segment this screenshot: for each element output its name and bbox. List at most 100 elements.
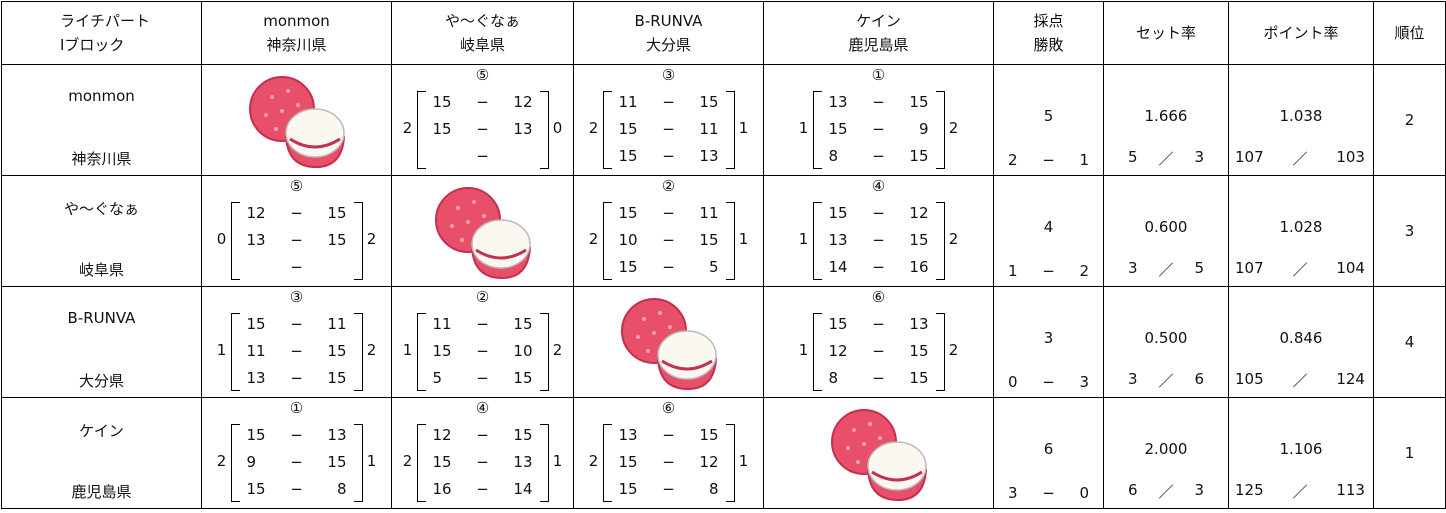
set-score-a: 13 [246,231,266,249]
set-score-b: 16 [909,258,929,276]
match-label: ③ [289,288,304,306]
sets-right: 1 [738,119,749,137]
set-score-a: 15 [828,204,848,222]
match-box: 1 2 11 − 15 15 − 10 5 − 15 [403,309,563,393]
set-dash: − [476,369,489,387]
set-row: 11 − 15 [241,338,353,364]
self-cell [201,64,392,176]
match-box: 1 2 15−12 13−15 14−16 [799,198,959,282]
set-score-b: 15 [513,426,533,444]
set-rate: 2.000 [1144,440,1188,458]
score-cell: 5 2 − 1 [993,64,1104,176]
set-row: 13 − 15 [823,227,935,253]
team-header: B-RUNVA 大分県 [573,1,764,65]
score-header-text: 勝敗 [1033,36,1064,54]
bracket-right [353,202,363,280]
set-count-part: ／ [1158,372,1174,390]
set-counts: 3 ／ 5 [1128,259,1204,280]
set-score-b: 15 [513,369,533,387]
team-row: や～ぐなぁ 岐阜県 ⑤ 0 2 12−15 13−15− ② 2 1 15−11 10−15 15−5 ④… [1,175,1446,287]
bracket-right [725,91,735,169]
set-score-b: 15 [327,204,347,222]
sets-left: 2 [402,119,413,137]
match-label: ① [289,399,304,417]
match-label: ⑤ [475,66,490,84]
match-label: ② [475,288,490,306]
set-dash: − [872,258,885,276]
set-row: 13 − 15 [241,227,353,253]
match-cell: ① 1 2 13 − 15 15 − 9 8 − 15 [763,64,994,176]
set-score-b: 15 [327,342,347,360]
set-dash: − [476,147,489,165]
set-score-b: 8 [708,480,719,498]
record-part: − [1042,484,1055,502]
set-dash: − [662,231,675,249]
match-label: ④ [475,399,490,417]
set-score-b: 15 [909,342,929,360]
set-dash: − [290,258,303,276]
set-score-b: 15 [909,147,929,165]
set-count-part: 3 [1194,481,1204,499]
corner-cell: ライチパート Iブロック [1,1,202,65]
bracket-left [416,313,426,391]
set-dash: − [290,453,303,471]
match-cell: ⑤ 2 0 15 − 12 15 − 13 − [391,64,574,176]
set-count-part: ／ [1158,150,1174,168]
set-score-a: 15 [618,480,638,498]
team-name: や～ぐなぁ [444,12,520,30]
match-box: 1 2 13 − 15 15 − 9 8 − 15 [799,87,959,171]
match-label: ⑥ [871,288,886,306]
team-pref: 神奈川県 [71,150,132,168]
set-row: 15 − 13 [823,311,935,337]
team-pref: 鹿児島県 [71,483,132,501]
set-score-b: 9 [918,120,929,138]
set-dash: − [476,426,489,444]
bracket-left [602,91,612,169]
point-detail: 105 ／ 124 [1235,370,1365,391]
sets-right: 2 [552,341,563,359]
match-box: 2 1 15 − 11 10 − 15 15 − 5 [589,198,749,282]
bracket-right [935,313,945,391]
bracket-right [353,424,363,502]
team-row: monmon 神奈川県 ⑤ 2 0 15−12 15−13− ③ 2 1 11−15 15−11 15−… [1,64,1446,176]
lychee-icon [248,75,345,169]
set-dash: − [662,204,675,222]
bracket-left [602,202,612,280]
points: 3 [1043,329,1054,347]
set-rate: 0.600 [1144,218,1188,236]
sets-right: 1 [366,452,377,470]
set-score-a: 15 [246,480,266,498]
point-detail: 107 ／ 104 [1235,259,1365,280]
set-score-a: 12 [828,342,848,360]
set-score-a: 15 [828,315,848,333]
set-score-a: 12 [246,204,266,222]
set-row: 15 − 13 [241,422,353,448]
team-pref: 鹿児島県 [848,36,909,54]
match-cell: ② 1 2 11 − 15 15 − 10 5 − 15 [391,286,574,398]
set-row: 15 − 11 [241,311,353,337]
set-row: 5 − 15 [427,365,539,391]
set-dash: − [872,342,885,360]
match-box: 1 2 15−13 12−15 8−15 [799,309,959,393]
set-rate: 1.666 [1144,107,1188,125]
set-dash: − [290,204,303,222]
bracket-left [230,202,240,280]
sets-right: 2 [948,230,959,248]
point-rate: 1.106 [1279,440,1323,458]
set-row: 14 − 16 [823,254,935,280]
set-dash: − [290,342,303,360]
bracket-left [416,424,426,502]
point-detail-part: ／ [1292,150,1308,168]
record-part: 3 [1008,484,1018,502]
set-score-b: 14 [513,480,533,498]
point-detail-part: 124 [1336,370,1365,388]
set-rate-header: セット率 [1103,1,1229,65]
sets-right: 2 [366,341,377,359]
set-score-a: 14 [828,258,848,276]
set-score-b: 11 [699,204,719,222]
set-dash: − [872,369,885,387]
record-part: − [1042,151,1055,169]
point-rate: 1.028 [1279,218,1323,236]
match-box: 2 1 12 − 15 15 − 13 16 − 14 [403,420,563,504]
set-score-a: 15 [828,120,848,138]
